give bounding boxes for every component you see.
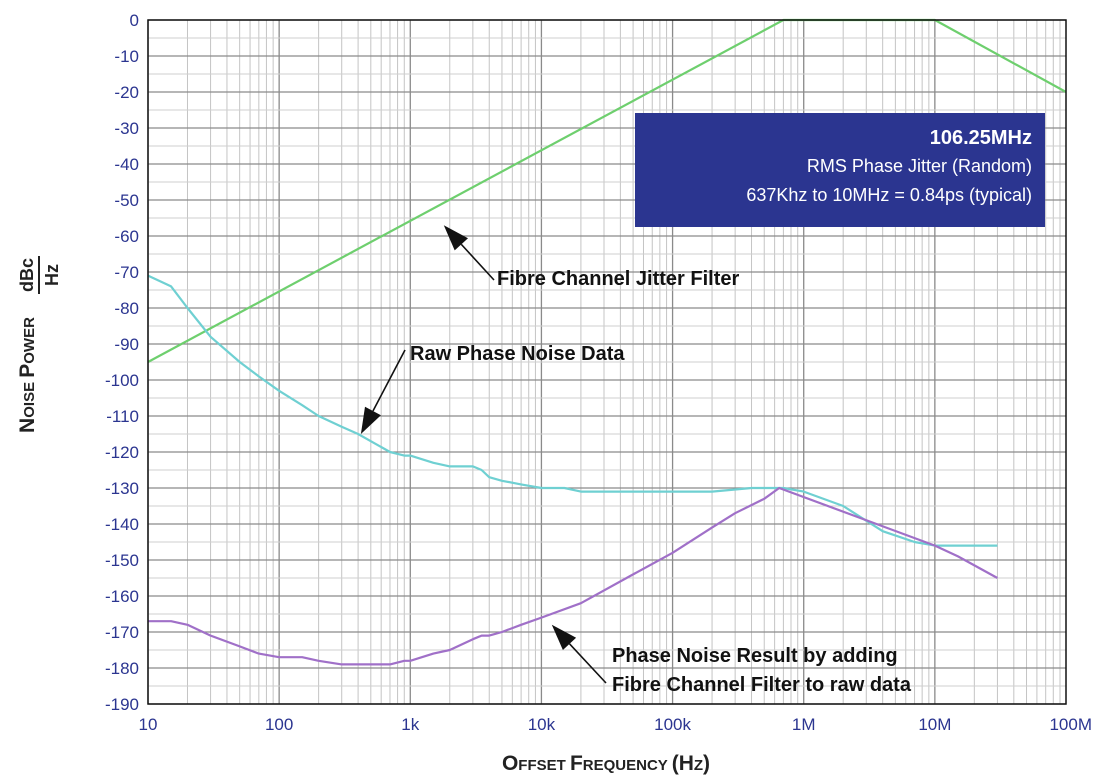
y-tick-label: -80 xyxy=(114,299,139,318)
y-tick-label: -150 xyxy=(105,551,139,570)
x-tick-label: 1M xyxy=(792,715,816,734)
y-tick-label: -190 xyxy=(105,695,139,714)
annotation-jitter-filter: Fibre Channel Jitter Filter xyxy=(497,268,739,290)
grid-lines xyxy=(147,19,1066,705)
x-tick-label: 10 xyxy=(139,715,158,734)
y-tick-label: -100 xyxy=(105,371,139,390)
x-tick-label: 10M xyxy=(918,715,951,734)
y-tick-label: -160 xyxy=(105,587,139,606)
annotation-arrow-head xyxy=(551,624,577,650)
y-tick-label: -140 xyxy=(105,515,139,534)
x-tick-label: 100M xyxy=(1049,715,1092,734)
series-line-3 xyxy=(148,486,998,666)
x-tick-label: 1k xyxy=(401,715,419,734)
info-box-line-1: RMS Phase Jitter (Random) xyxy=(807,156,1032,176)
y-tick-labels: 0 -10 -20 -30 -40 -50 -60 -70 -80 -90 -100 -110 -120… xyxy=(105,11,139,714)
x-tick-label: 100 xyxy=(265,715,293,734)
y-tick-label: -30 xyxy=(114,119,139,138)
y-tick-label: -10 xyxy=(114,47,139,66)
jitter-info-box: 106.25MHz RMS Phase Jitter (Random) 637K… xyxy=(635,113,1045,227)
annotation-arrow-line xyxy=(372,349,406,412)
annotation-arrow-line xyxy=(460,243,495,281)
plot-frame xyxy=(147,19,1067,705)
annotation-arrow-head xyxy=(443,225,468,251)
series-line-2 xyxy=(147,274,998,547)
y-tick-label: -50 xyxy=(114,191,139,210)
x-tick-labels: 10 100 1k 10k 100k 1M 10M 100M xyxy=(139,715,1092,734)
info-box-title: 106.25MHz xyxy=(930,127,1032,149)
annotation-arrow-line xyxy=(568,643,607,684)
x-tick-label: 10k xyxy=(528,715,556,734)
y-tick-label: -180 xyxy=(105,659,139,678)
y-tick-label: -40 xyxy=(114,155,139,174)
y-tick-label: -120 xyxy=(105,443,139,462)
y-axis-title: NOISE POWER dBc Hz xyxy=(16,256,62,433)
annotation-raw-data: Raw Phase Noise Data xyxy=(410,343,625,365)
x-axis-title: OFFSET FREQUENCY (HZ) xyxy=(502,752,710,775)
annotation-raw-data-text: Raw Phase Noise Data xyxy=(410,343,625,365)
y-tick-label: -110 xyxy=(106,407,139,426)
y-axis-unit-numerator: dBc xyxy=(17,258,37,292)
y-axis-title-text: NOISE POWER xyxy=(16,317,39,433)
info-box-background xyxy=(635,113,1045,227)
y-tick-label: -70 xyxy=(114,263,139,282)
y-tick-label: 0 xyxy=(130,11,139,30)
y-tick-label: -170 xyxy=(105,623,139,642)
annotation-result-text-1: Phase Noise Result by adding xyxy=(612,645,898,667)
y-axis-unit-denominator: Hz xyxy=(42,264,62,286)
annotation-result-text-2: Fibre Channel Filter to raw data xyxy=(612,674,912,696)
y-tick-label: -90 xyxy=(114,335,139,354)
y-tick-label: -130 xyxy=(105,479,139,498)
info-box-line-2: 637Khz to 10MHz = 0.84ps (typical) xyxy=(746,185,1032,205)
annotation-result: Phase Noise Result by adding Fibre Chann… xyxy=(612,645,912,696)
y-tick-label: -60 xyxy=(114,227,139,246)
annotation-jitter-filter-text: Fibre Channel Jitter Filter xyxy=(497,268,739,290)
y-tick-label: -20 xyxy=(114,83,139,102)
annotation-arrows xyxy=(360,225,607,684)
annotation-arrow-head xyxy=(360,406,381,434)
x-tick-label: 100k xyxy=(654,715,691,734)
